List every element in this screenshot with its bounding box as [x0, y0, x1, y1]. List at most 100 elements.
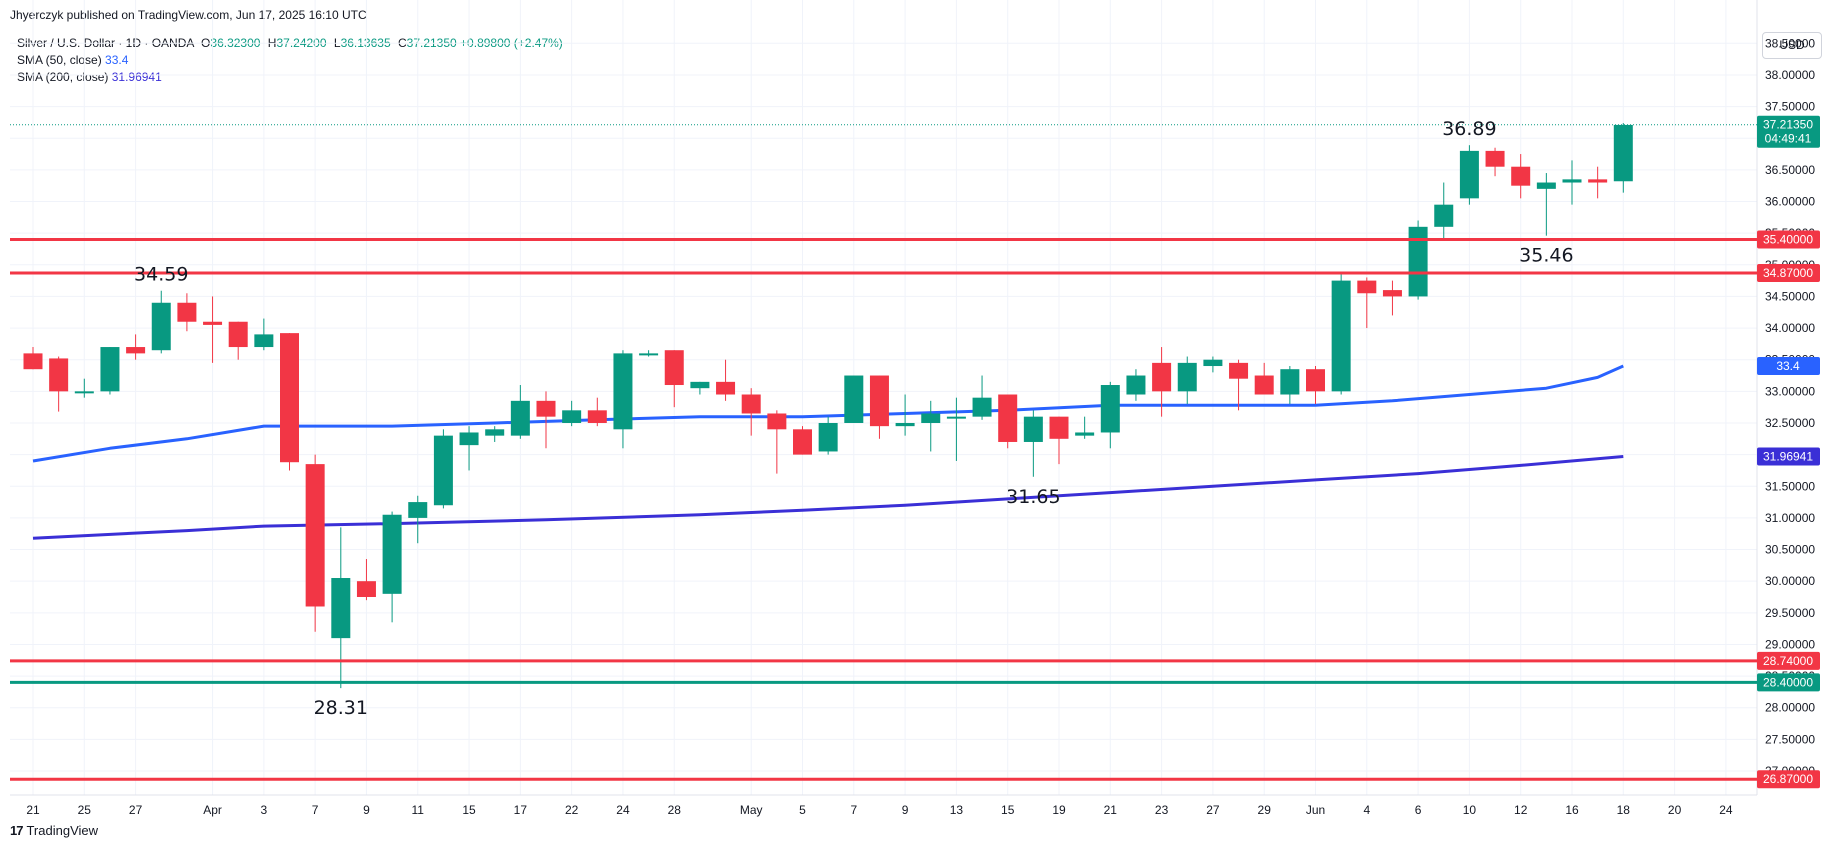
level-tag — [1757, 264, 1820, 283]
y-tick-label: 38.00000 — [1765, 68, 1815, 82]
candle — [203, 296, 223, 363]
candle-body — [1100, 385, 1120, 433]
sma-price-label: 31.96941 — [1763, 450, 1813, 464]
candle — [1357, 277, 1377, 329]
candle-body — [1562, 179, 1582, 183]
y-tick-label: 37.50000 — [1765, 100, 1815, 114]
candle — [1434, 182, 1454, 240]
candle-body — [1023, 416, 1043, 442]
x-tick-label: 15 — [1001, 803, 1015, 817]
candle — [793, 426, 812, 455]
candle-body — [1434, 204, 1454, 227]
candle-body — [74, 391, 94, 394]
candle-body — [818, 422, 838, 452]
sma200-line — [32, 455, 1624, 540]
candle — [613, 350, 633, 449]
x-tick-label: 23 — [1155, 803, 1169, 817]
level-tag-label: 28.40000 — [1763, 675, 1813, 689]
x-tick-label: 13 — [950, 803, 964, 817]
y-tick-label: 31.50000 — [1765, 479, 1815, 493]
y-tick-label: 31.00000 — [1765, 511, 1815, 525]
x-tick-label: 21 — [1104, 803, 1118, 817]
level-tag-label: 28.74000 — [1763, 654, 1813, 668]
candle-body — [972, 397, 992, 417]
candle-body — [1536, 182, 1556, 189]
candle-body — [998, 394, 1018, 442]
candle — [356, 559, 376, 601]
candle-body — [305, 464, 325, 607]
candle-body — [408, 502, 428, 518]
candle-body — [587, 410, 607, 423]
x-tick-label: Apr — [203, 803, 222, 817]
candle-body — [1511, 166, 1531, 186]
x-tick-label: 9 — [902, 803, 909, 817]
candle-body — [1331, 280, 1351, 392]
candle — [844, 375, 864, 423]
candle — [23, 347, 43, 370]
sma50-value: 33.4 — [105, 53, 129, 67]
candle — [767, 410, 787, 474]
candle-body — [49, 358, 69, 392]
x-tick-label: 20 — [1668, 803, 1682, 817]
candles — [23, 123, 1633, 689]
candle — [1280, 366, 1300, 404]
y-tick-label: 33.00000 — [1765, 384, 1815, 398]
candle-body — [203, 321, 223, 325]
candle — [1075, 416, 1095, 439]
legend-sma200-row[interactable]: SMA (200, close) 31.96941 — [17, 69, 563, 86]
sma50-label: SMA (50, close) — [17, 53, 102, 67]
candle — [305, 454, 325, 632]
candle-body — [23, 353, 43, 370]
candle — [690, 381, 710, 395]
candle — [280, 333, 299, 471]
candle-body — [1075, 432, 1095, 436]
sma200-label: SMA (200, close) — [17, 70, 109, 84]
candle-body — [485, 429, 505, 436]
candle — [1229, 359, 1249, 411]
candle-body — [844, 375, 864, 423]
candle — [536, 391, 556, 449]
tradingview-logo-text: TradingView — [26, 823, 99, 838]
candle — [1588, 166, 1608, 199]
level-tag-label: 35.40000 — [1763, 232, 1813, 246]
level-tag — [1757, 651, 1820, 670]
candle-body — [331, 578, 351, 639]
candle — [126, 334, 146, 360]
y-tick-label: 34.50000 — [1765, 289, 1815, 303]
y-tick-label: 34.00000 — [1765, 321, 1815, 335]
sma200-value: 31.96941 — [111, 70, 162, 84]
candle-body — [639, 353, 659, 356]
candle — [1485, 147, 1505, 177]
sma-price-tag — [1757, 357, 1820, 376]
x-tick-label: 27 — [1206, 803, 1220, 817]
candle-body — [1126, 375, 1146, 395]
x-tick-label: 22 — [565, 803, 579, 817]
candle-body — [1177, 362, 1197, 392]
candle — [1152, 347, 1172, 417]
x-tick-label: 18 — [1617, 803, 1631, 817]
candle — [1126, 369, 1146, 401]
x-tick-label: 3 — [261, 803, 268, 817]
candle-body — [690, 381, 710, 389]
last-price-label: 37.21350 — [1763, 118, 1813, 132]
candle-body — [1408, 226, 1428, 297]
tradingview-logo[interactable]: 17 TradingView — [10, 823, 98, 838]
candle-body — [741, 394, 761, 414]
candle-body — [254, 334, 274, 348]
currency-button[interactable]: USD — [1762, 32, 1822, 59]
candle-body — [767, 413, 787, 430]
x-tick-label: 27 — [129, 803, 143, 817]
legend-sma50-row[interactable]: SMA (50, close) 33.4 — [17, 52, 563, 69]
level-tag-label: 34.87000 — [1763, 266, 1813, 280]
candle-body — [1049, 416, 1069, 439]
candle-body — [793, 429, 812, 455]
candle-body — [536, 400, 556, 417]
sma-price-tag — [1757, 447, 1820, 466]
candle-body — [869, 375, 889, 427]
candle — [639, 350, 659, 357]
x-tick-label: 29 — [1258, 803, 1272, 817]
candle — [1382, 280, 1402, 316]
candle — [921, 400, 941, 452]
y-tick-label: 28.00000 — [1765, 701, 1815, 715]
